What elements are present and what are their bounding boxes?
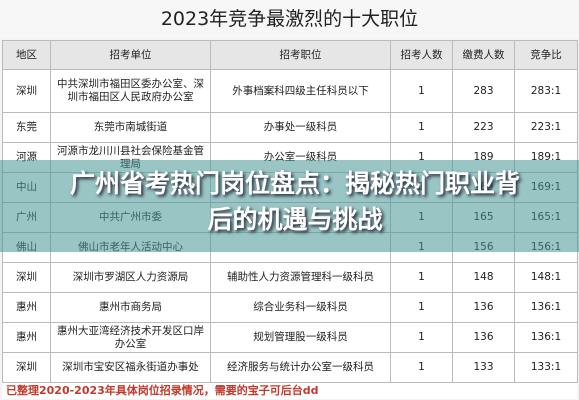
banner-title: 广州省考热门岗位盘点：揭秘热门职业背后的机遇与挑战 [69, 169, 520, 234]
footer-note: 已整理2020-2023年具体岗位招录情况，需要的宝子可后台dd [2, 383, 577, 399]
table-cell: 1 [390, 69, 453, 113]
table-cell: 1 [390, 292, 453, 323]
table-cell: 133 [452, 352, 515, 383]
header-cell: 招考人数 [390, 40, 453, 70]
table-cell: 深圳 [2, 69, 51, 113]
header-cell: 地区 [2, 40, 51, 70]
table-cell: 1 [390, 112, 453, 143]
header-cell: 竞争比 [514, 40, 578, 70]
table-row: 惠州 惠州大亚湾经济技术开发区口岸办公室 规划管理股一级科员 1 136 136:1 [2, 322, 578, 353]
header-row: 地区 招考单位 招考职位 招考人数 缴费人数 竞争比 [2, 40, 578, 70]
table-row: 惠州 惠州市商务局 综合业务科一级科员 1 136 136:1 [2, 292, 578, 323]
table-row: 深圳 深圳市宝安区福永街道办事处 经济服务与统计办公室一级科员 1 133 133:1 [2, 352, 578, 383]
table-cell: 136:1 [514, 292, 578, 323]
table-cell: 136:1 [514, 322, 578, 353]
table-cell: 惠州 [2, 292, 51, 323]
table-cell: 223 [452, 112, 515, 143]
banner-overlay [0, 160, 579, 252]
table-cell: 经济服务与统计办公室一级科员 [210, 352, 391, 383]
table-cell: 深圳 [2, 352, 51, 383]
table-cell: 惠州市商务局 [50, 292, 211, 323]
table-cell: 283:1 [514, 69, 578, 113]
table-cell: 深圳 [2, 262, 51, 293]
table-cell: 惠州大亚湾经济技术开发区口岸办公室 [50, 322, 211, 353]
table-cell: 148:1 [514, 262, 578, 293]
table-cell: 规划管理股一级科员 [210, 322, 391, 353]
table-cell: 辅助性人力资源管理科一级科员 [210, 262, 391, 293]
table-row: 东莞 东莞市南城街道 办事处一级科员 1 223 223:1 [2, 112, 578, 143]
table-cell: 223:1 [514, 112, 578, 143]
table-cell: 惠州 [2, 322, 51, 353]
table-cell: 深圳市罗湖区人力资源局 [50, 262, 211, 293]
table-cell: 133:1 [514, 352, 578, 383]
table-cell: 深圳市宝安区福永街道办事处 [50, 352, 211, 383]
table-cell: 1 [390, 262, 453, 293]
table-row: 深圳 深圳市罗湖区人力资源局 辅助性人力资源管理科一级科员 1 148 148:1 [2, 262, 578, 293]
table-title: 2023年竞争最激烈的十大职位 [0, 0, 579, 38]
header-cell: 缴费人数 [452, 40, 515, 70]
table-cell: 东莞 [2, 112, 51, 143]
table-cell: 东莞市南城街道 [50, 112, 211, 143]
table-cell: 1 [390, 352, 453, 383]
table-cell: 1 [390, 322, 453, 353]
table-cell: 136 [452, 292, 515, 323]
table-cell: 外事档案科四级主任科员以下 [210, 69, 391, 113]
table-cell: 283 [452, 69, 515, 113]
table-cell: 综合业务科一级科员 [210, 292, 391, 323]
table-row: 深圳 中共深圳市福田区委办公室、深圳市福田区人民政府办公室 外事档案科四级主任科员以… [2, 69, 578, 113]
table-cell: 办事处一级科员 [210, 112, 391, 143]
table-cell: 中共深圳市福田区委办公室、深圳市福田区人民政府办公室 [50, 69, 211, 113]
table-cell: 148 [452, 262, 515, 293]
header-cell: 招考单位 [50, 40, 211, 70]
header-cell: 招考职位 [210, 40, 391, 70]
table-cell: 136 [452, 322, 515, 353]
